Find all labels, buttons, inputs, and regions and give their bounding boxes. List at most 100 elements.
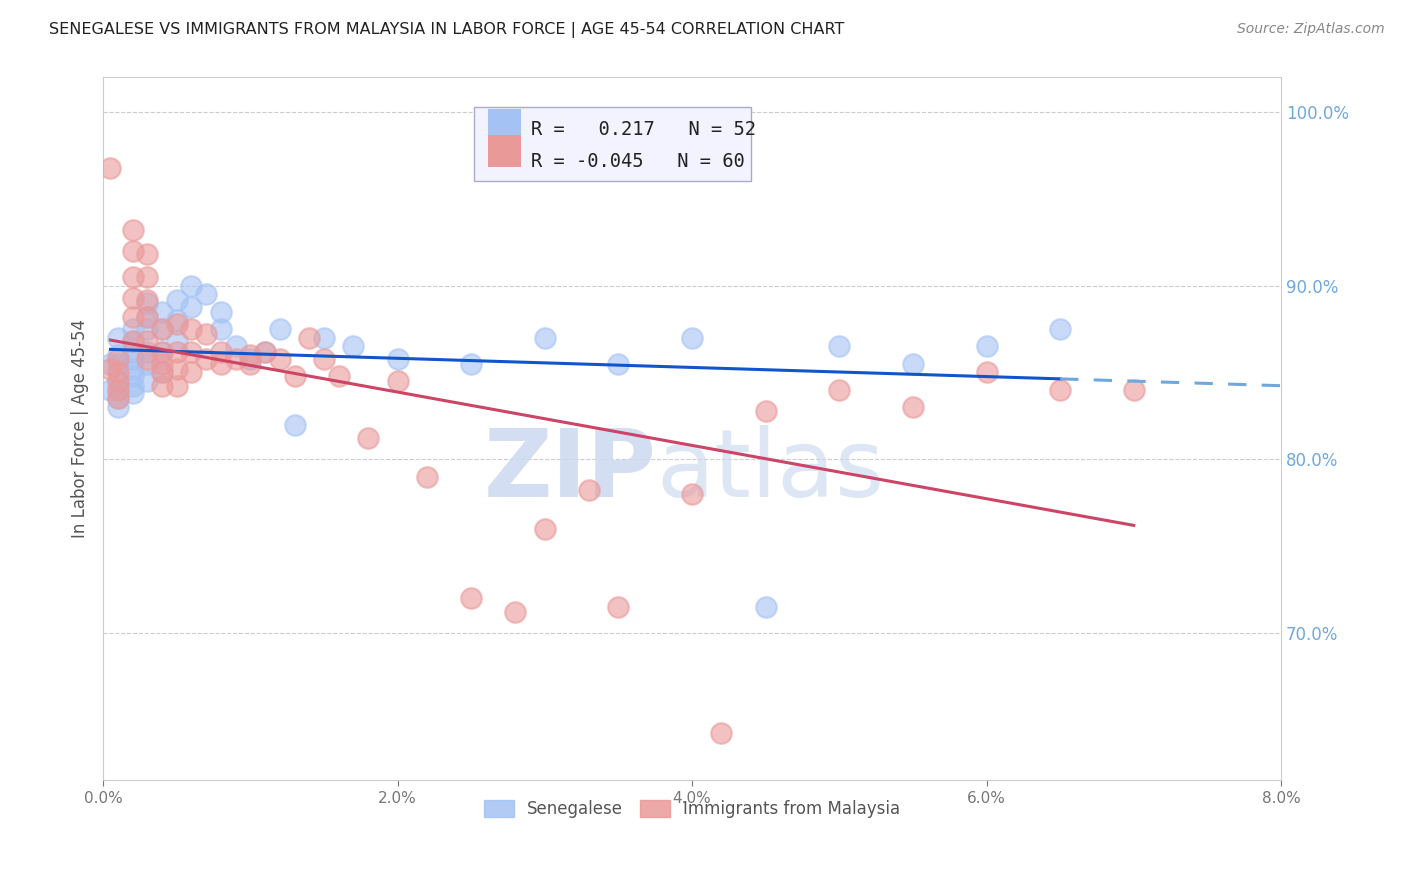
Point xyxy=(298,331,321,345)
Point xyxy=(136,293,159,307)
Point xyxy=(901,400,924,414)
Point xyxy=(976,366,998,380)
Point xyxy=(107,331,129,345)
Point xyxy=(166,334,188,349)
Point xyxy=(976,339,998,353)
Point xyxy=(150,304,173,318)
Point xyxy=(136,310,159,324)
Point xyxy=(1049,322,1071,336)
Point xyxy=(416,469,439,483)
Point xyxy=(121,368,143,383)
Y-axis label: In Labor Force | Age 45-54: In Labor Force | Age 45-54 xyxy=(72,319,89,539)
Point xyxy=(607,599,630,614)
Point xyxy=(107,357,129,371)
Bar xyxy=(488,110,522,141)
Point xyxy=(180,278,202,293)
Point xyxy=(166,313,188,327)
Point xyxy=(195,351,218,366)
Point xyxy=(121,244,143,258)
Bar xyxy=(474,107,751,181)
Point xyxy=(107,366,129,380)
Point xyxy=(607,357,630,371)
Point xyxy=(121,379,143,393)
Legend: Senegalese, Immigrants from Malaysia: Senegalese, Immigrants from Malaysia xyxy=(477,793,907,825)
Point xyxy=(107,392,129,406)
Point xyxy=(1122,383,1144,397)
Point xyxy=(107,383,129,397)
Point xyxy=(136,270,159,285)
Point xyxy=(150,344,173,359)
Point xyxy=(1049,383,1071,397)
Point xyxy=(269,322,291,336)
Point xyxy=(136,247,159,261)
Point xyxy=(755,599,778,614)
Point xyxy=(136,351,159,366)
Point xyxy=(342,339,364,353)
Point xyxy=(150,344,173,359)
Point xyxy=(209,344,232,359)
Point xyxy=(254,344,277,359)
Point xyxy=(387,351,409,366)
Point xyxy=(107,383,129,397)
Point xyxy=(195,327,218,342)
Point xyxy=(136,374,159,388)
Point xyxy=(195,287,218,301)
Point xyxy=(166,317,188,331)
Point xyxy=(681,331,703,345)
Bar xyxy=(488,136,522,167)
Point xyxy=(254,344,277,359)
Text: SENEGALESE VS IMMIGRANTS FROM MALAYSIA IN LABOR FORCE | AGE 45-54 CORRELATION CH: SENEGALESE VS IMMIGRANTS FROM MALAYSIA I… xyxy=(49,22,845,38)
Point xyxy=(180,366,202,380)
Point xyxy=(755,403,778,417)
Point xyxy=(312,351,335,366)
Point xyxy=(121,291,143,305)
Point xyxy=(269,351,291,366)
Point xyxy=(136,357,159,371)
Point xyxy=(460,357,482,371)
Text: R =   0.217   N = 52: R = 0.217 N = 52 xyxy=(530,120,755,139)
Point xyxy=(121,310,143,324)
Point xyxy=(150,322,173,336)
Point xyxy=(239,357,262,371)
Point xyxy=(166,362,188,376)
Point xyxy=(121,386,143,401)
Point xyxy=(121,362,143,376)
Point xyxy=(121,223,143,237)
Point xyxy=(107,351,129,366)
Point xyxy=(578,483,600,498)
Text: Source: ZipAtlas.com: Source: ZipAtlas.com xyxy=(1237,22,1385,37)
Point xyxy=(710,726,733,740)
Point xyxy=(166,293,188,307)
Point xyxy=(180,322,202,336)
Point xyxy=(283,368,305,383)
Point xyxy=(121,351,143,366)
Point xyxy=(121,322,143,336)
Point xyxy=(107,400,129,414)
Point xyxy=(533,331,555,345)
Point xyxy=(150,322,173,336)
Point xyxy=(533,522,555,536)
Point xyxy=(387,374,409,388)
Point xyxy=(107,392,129,406)
Point xyxy=(180,300,202,314)
Point xyxy=(107,374,129,388)
Point xyxy=(100,362,122,376)
Point xyxy=(150,379,173,393)
Point xyxy=(100,383,122,397)
Text: ZIP: ZIP xyxy=(484,425,657,517)
Point xyxy=(239,351,262,366)
Point xyxy=(121,270,143,285)
Point xyxy=(136,344,159,359)
Point xyxy=(136,322,159,336)
Point xyxy=(225,339,247,353)
Point xyxy=(100,357,122,371)
Point xyxy=(312,331,335,345)
Point xyxy=(505,605,527,619)
Point xyxy=(460,591,482,605)
Point xyxy=(180,344,202,359)
Point xyxy=(225,351,247,366)
Point xyxy=(209,322,232,336)
Point xyxy=(681,487,703,501)
Point xyxy=(828,339,851,353)
Point xyxy=(166,344,188,359)
